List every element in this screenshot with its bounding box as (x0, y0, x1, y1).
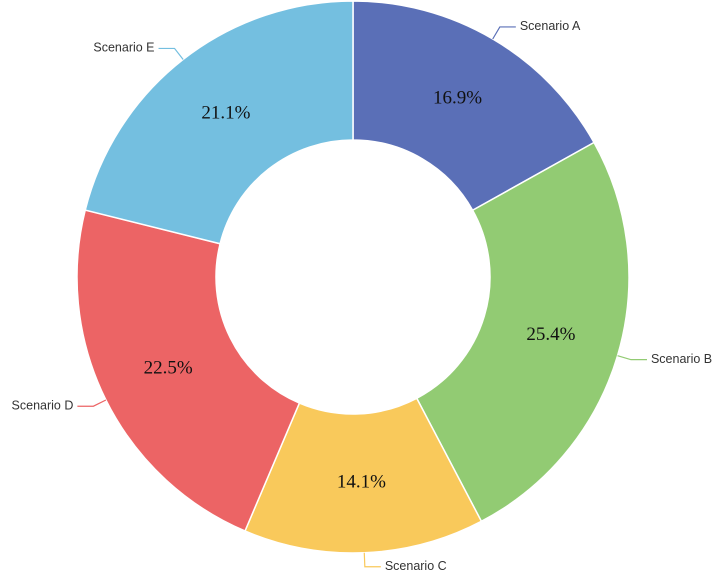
leader-line-scenario-c (363, 552, 381, 568)
category-label-scenario-d: Scenario D (12, 399, 74, 413)
leader-line-scenario-b (617, 355, 647, 361)
slice-scenario-c[interactable] (243, 397, 483, 554)
percent-label-scenario-d: 22.5% (144, 357, 193, 378)
category-labels-group: Scenario A Scenario B Scenario C Scenario D… (12, 19, 713, 573)
leader-lines-group (77, 26, 647, 568)
leader-line-scenario-d (77, 399, 107, 407)
slices-group (76, 0, 630, 554)
leader-line-scenario-a (492, 26, 516, 40)
slice-scenario-e[interactable] (84, 0, 354, 245)
percent-label-scenario-e: 21.1% (201, 103, 250, 124)
slice-scenario-b[interactable] (415, 141, 630, 523)
category-label-scenario-a: Scenario A (520, 19, 581, 33)
percent-label-scenario-b: 25.4% (526, 324, 575, 345)
category-label-scenario-c: Scenario C (385, 559, 447, 573)
slice-scenario-a[interactable] (352, 0, 596, 212)
percent-labels-group: 16.9% 25.4% 14.1% 22.5% 21.1% (144, 87, 576, 492)
percent-label-scenario-a: 16.9% (433, 87, 482, 108)
leader-line-scenario-e (158, 47, 184, 60)
percent-label-scenario-c: 14.1% (337, 472, 386, 493)
slice-scenario-d[interactable] (76, 209, 301, 532)
category-label-scenario-e: Scenario E (93, 41, 154, 55)
category-label-scenario-b: Scenario B (651, 352, 712, 366)
